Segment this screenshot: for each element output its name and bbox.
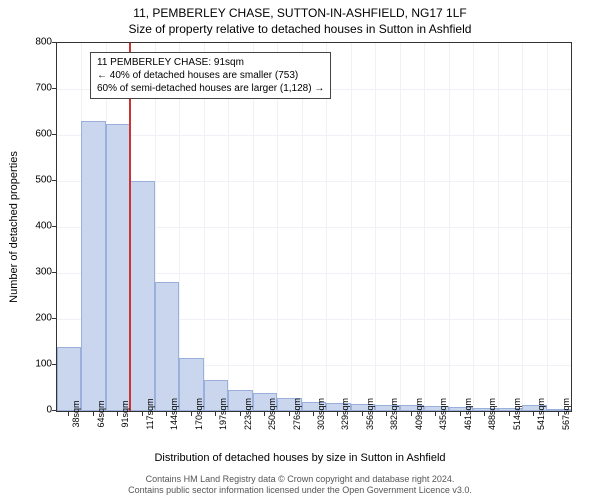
y-tick-label: 0 [12, 405, 52, 416]
footer: Contains HM Land Registry data © Crown c… [0, 474, 600, 496]
y-tick-label: 200 [12, 313, 52, 324]
chart-title-line2: Size of property relative to detached ho… [0, 20, 600, 40]
histogram-bar [106, 124, 130, 412]
x-tick-label: 250sqm [267, 398, 277, 430]
info-box-line: 60% of semi-detached houses are larger (… [97, 82, 324, 95]
y-tick-label: 700 [12, 83, 52, 94]
y-tick-label: 500 [12, 175, 52, 186]
footer-line1: Contains HM Land Registry data © Crown c… [0, 474, 600, 485]
chart-container: 11, PEMBERLEY CHASE, SUTTON-IN-ASHFIELD,… [0, 0, 600, 500]
x-tick-label: 223sqm [243, 398, 253, 430]
y-tick-label: 600 [12, 129, 52, 140]
x-tick-label: 276sqm [292, 398, 302, 430]
y-tick-label: 400 [12, 221, 52, 232]
x-tick-label: 117sqm [145, 398, 155, 429]
histogram-bar [130, 181, 154, 411]
x-tick-label: 409sqm [414, 398, 424, 430]
x-tick-label: 382sqm [389, 398, 399, 430]
x-tick-label: 541sqm [536, 398, 546, 430]
x-tick-label: 435sqm [438, 398, 448, 430]
x-tick-label: 91sqm [120, 400, 130, 427]
x-tick-label: 303sqm [316, 398, 326, 430]
x-tick-label: 64sqm [96, 400, 106, 427]
x-tick-label: 38sqm [71, 400, 81, 427]
x-axis-label: Distribution of detached houses by size … [0, 452, 600, 464]
info-box: 11 PEMBERLEY CHASE: 91sqm ← 40% of detac… [90, 52, 331, 99]
histogram-bar [155, 282, 179, 411]
x-tick-label: 144sqm [169, 398, 179, 430]
y-tick-label: 100 [12, 359, 52, 370]
footer-line2: Contains public sector information licen… [0, 485, 600, 496]
chart-title-line1: 11, PEMBERLEY CHASE, SUTTON-IN-ASHFIELD,… [0, 0, 600, 20]
x-tick-label: 461sqm [463, 398, 473, 430]
x-tick-label: 514sqm [512, 398, 522, 430]
x-tick-label: 488sqm [487, 398, 497, 430]
info-box-line: ← 40% of detached houses are smaller (75… [97, 69, 324, 82]
x-tick-label: 567sqm [561, 398, 571, 430]
x-tick-label: 197sqm [218, 398, 228, 430]
y-tick-label: 800 [12, 37, 52, 48]
x-tick-label: 329sqm [340, 398, 350, 430]
histogram-bar [81, 121, 105, 411]
x-tick-label: 356sqm [365, 398, 375, 430]
x-tick-label: 170sqm [194, 398, 204, 430]
info-box-line: 11 PEMBERLEY CHASE: 91sqm [97, 56, 324, 69]
y-tick-label: 300 [12, 267, 52, 278]
